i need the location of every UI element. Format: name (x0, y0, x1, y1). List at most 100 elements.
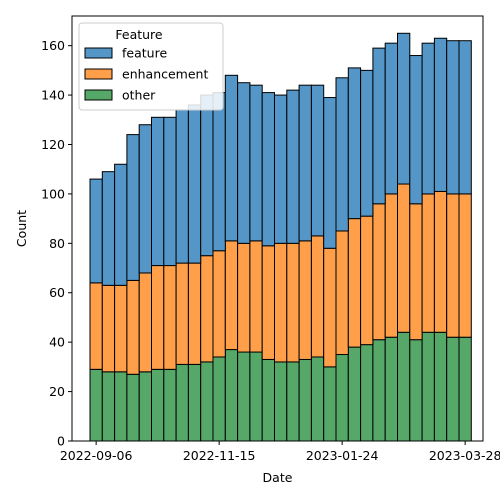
bar-feature-17 (298, 84, 312, 242)
bar-enhancement-9 (200, 255, 214, 363)
series-enhancement (89, 183, 472, 375)
bar-other-7 (175, 363, 189, 442)
bar-feature-16 (286, 89, 300, 244)
bar-feature-10 (212, 92, 226, 252)
x-axis-title: Date (263, 470, 293, 485)
bar-other-21 (347, 346, 362, 442)
bars-group (89, 32, 472, 442)
bar-enhancement-16 (286, 242, 300, 363)
x-axis: 2022-09-06 2022-11-15 2023-01-24 2023-03-28 (60, 441, 500, 463)
bar-other-10 (212, 356, 226, 442)
bar-enhancement-5 (151, 265, 165, 370)
bar-feature-7 (175, 109, 189, 264)
bar-feature-8 (187, 104, 202, 264)
bar-feature-29 (446, 40, 460, 195)
bar-enhancement-20 (335, 230, 349, 356)
y-tick-label: 100 (41, 186, 65, 201)
bar-enhancement-22 (360, 215, 374, 346)
bar-feature-19 (323, 97, 337, 249)
bar-feature-28 (433, 37, 448, 192)
y-tick-label: 0 (57, 434, 65, 449)
x-tick-label: 2022-09-06 (60, 448, 133, 463)
bar-other-22 (360, 344, 374, 442)
bar-other-2 (114, 371, 128, 442)
bar-other-23 (372, 339, 386, 442)
bar-feature-13 (249, 84, 263, 242)
bar-enhancement-0 (89, 282, 103, 370)
legend-label-feature: feature (122, 46, 167, 61)
bar-enhancement-28 (433, 190, 448, 333)
bar-feature-30 (458, 40, 472, 195)
bar-enhancement-17 (298, 240, 312, 360)
bar-other-27 (421, 331, 435, 442)
legend-swatch-other (84, 89, 113, 101)
y-tick-label: 140 (41, 88, 65, 103)
legend: Feature feature enhancement other (78, 22, 224, 111)
bar-other-5 (151, 368, 165, 442)
bar-other-0 (89, 368, 103, 442)
bar-feature-1 (101, 171, 116, 286)
bar-feature-25 (397, 32, 411, 185)
bar-feature-22 (360, 69, 374, 217)
bar-other-15 (274, 361, 288, 442)
bar-enhancement-29 (446, 193, 460, 338)
bar-other-24 (384, 336, 399, 442)
bar-feature-21 (347, 67, 362, 220)
legend-title: Feature (115, 27, 163, 42)
bar-other-17 (298, 358, 312, 442)
bar-enhancement-21 (347, 218, 362, 348)
bar-other-18 (310, 356, 325, 442)
bar-other-29 (446, 336, 460, 442)
bar-enhancement-8 (187, 262, 202, 365)
bar-other-6 (163, 368, 177, 442)
bar-enhancement-6 (163, 265, 177, 370)
bar-feature-23 (372, 47, 386, 205)
bar-enhancement-27 (421, 193, 435, 333)
bar-feature-9 (200, 94, 214, 257)
bar-enhancement-12 (237, 242, 251, 353)
legend-swatch-feature (84, 47, 113, 59)
y-tick-label: 60 (49, 285, 65, 300)
bar-other-26 (409, 339, 423, 442)
bar-other-28 (433, 331, 448, 442)
bar-enhancement-23 (372, 203, 386, 341)
y-tick-label: 120 (41, 137, 65, 152)
y-tick-label: 160 (41, 38, 65, 53)
bar-other-9 (200, 361, 214, 442)
plot-frame (71, 15, 484, 442)
bar-other-3 (126, 373, 140, 442)
x-tick-label: 2023-01-24 (306, 448, 379, 463)
x-tick-label: 2023-03-28 (429, 448, 500, 463)
bar-other-4 (138, 371, 152, 442)
bar-enhancement-7 (175, 262, 189, 365)
bar-enhancement-15 (274, 242, 288, 363)
bar-enhancement-10 (212, 250, 226, 358)
bar-feature-2 (114, 163, 128, 286)
bar-other-12 (237, 351, 251, 442)
bar-enhancement-13 (249, 240, 263, 353)
series-feature (89, 32, 472, 286)
bar-other-1 (101, 371, 116, 442)
bar-feature-3 (126, 134, 140, 281)
bar-other-14 (261, 358, 276, 442)
bar-feature-6 (163, 116, 177, 267)
bar-enhancement-18 (310, 235, 325, 358)
bar-feature-20 (335, 77, 349, 232)
bar-other-20 (335, 354, 349, 442)
bar-feature-0 (89, 178, 103, 284)
bar-other-19 (323, 366, 337, 442)
bar-other-8 (187, 363, 202, 442)
bar-feature-12 (237, 82, 251, 244)
bar-other-16 (286, 361, 300, 442)
bar-enhancement-4 (138, 272, 152, 373)
y-tick-label: 40 (49, 335, 65, 350)
bar-enhancement-26 (409, 203, 423, 341)
bar-feature-14 (261, 92, 276, 247)
y-axis: 0 20 40 60 80 100 120 140 160 (41, 38, 72, 449)
x-tick-label: 2022-11-15 (183, 448, 256, 463)
legend-label-enhancement: enhancement (122, 67, 208, 82)
bar-enhancement-14 (261, 245, 276, 360)
bar-feature-11 (224, 74, 239, 242)
bar-feature-24 (384, 42, 399, 195)
bar-feature-4 (138, 124, 152, 274)
